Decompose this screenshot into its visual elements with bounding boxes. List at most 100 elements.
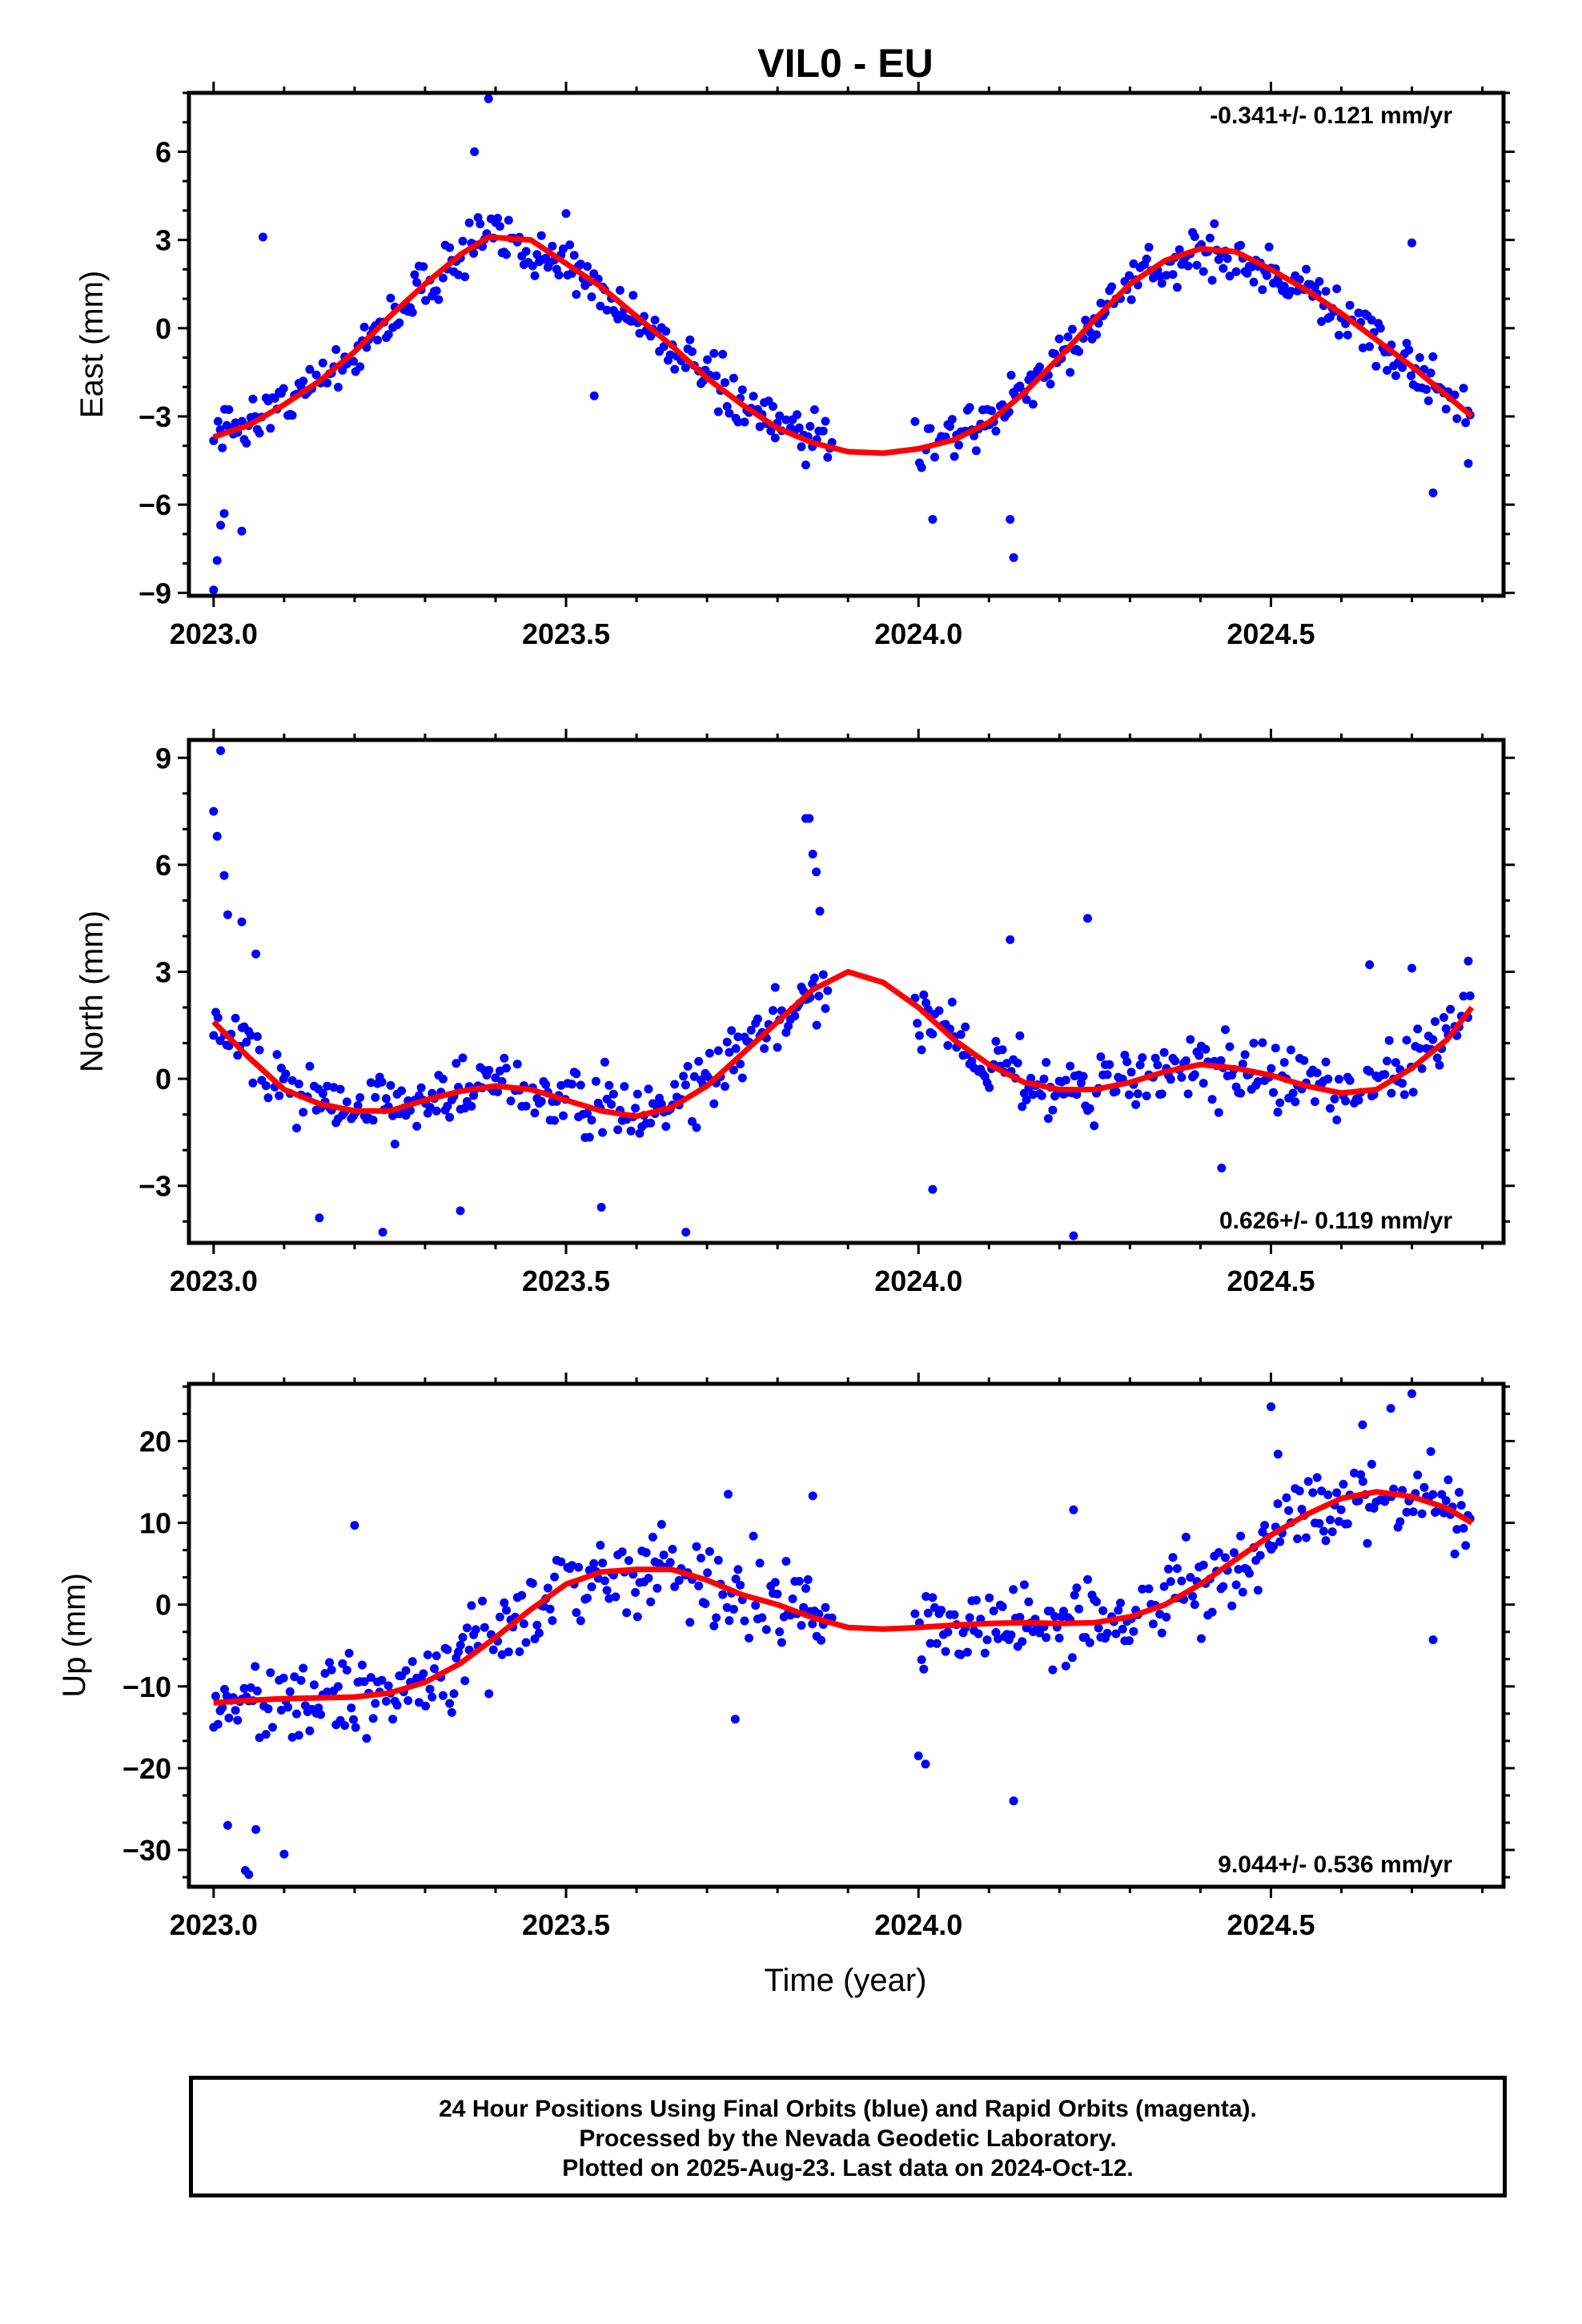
data-point [725, 1047, 734, 1057]
y-tick-label: 6 [155, 135, 171, 168]
data-point [773, 1043, 782, 1052]
data-point [484, 1689, 494, 1699]
data-point [275, 1091, 284, 1100]
data-point [794, 1577, 804, 1586]
data-point [1199, 1079, 1208, 1088]
data-point [731, 1043, 741, 1053]
data-point [1199, 267, 1208, 276]
data-point [982, 1635, 992, 1645]
data-point [371, 1699, 380, 1708]
data-point [769, 1006, 777, 1015]
data-point [1083, 914, 1092, 923]
data-point [917, 1655, 926, 1664]
data-point [709, 1621, 719, 1630]
data-point [646, 1597, 656, 1606]
data-point [1317, 1486, 1327, 1496]
data-point [209, 585, 219, 595]
data-point [1192, 260, 1202, 270]
data-point [1111, 1087, 1121, 1096]
data-point [1129, 1626, 1138, 1636]
data-point [617, 1547, 627, 1557]
data-point [1124, 271, 1134, 280]
data-point [1350, 1468, 1359, 1478]
data-point [656, 1520, 666, 1529]
data-point [432, 286, 441, 296]
data-point [1006, 515, 1015, 524]
data-point [709, 1099, 719, 1108]
data-point [1122, 1057, 1132, 1067]
data-point [604, 1080, 614, 1090]
data-point [1435, 1060, 1444, 1070]
data-point [697, 1554, 705, 1563]
data-point [745, 1634, 753, 1642]
data-point [1439, 1013, 1448, 1022]
data-point [1124, 1636, 1134, 1646]
data-point [1231, 267, 1241, 276]
data-point [314, 1703, 323, 1713]
data-points [209, 1389, 1475, 1880]
data-point [287, 411, 297, 420]
data-point [404, 1696, 413, 1705]
data-point [386, 293, 396, 303]
data-point [1432, 1053, 1442, 1063]
data-point [725, 408, 734, 418]
data-point [1207, 275, 1217, 285]
data-point [434, 295, 444, 304]
data-point [681, 1080, 690, 1090]
data-point [965, 1613, 974, 1622]
data-point [574, 1562, 584, 1572]
data-point [998, 1045, 1007, 1055]
data-point [797, 442, 806, 452]
data-point [233, 1051, 243, 1060]
data-point [1365, 1067, 1375, 1076]
data-point [947, 997, 957, 1007]
data-point [685, 1618, 695, 1627]
data-point [1267, 1063, 1276, 1073]
data-point [589, 1558, 599, 1568]
data-point [998, 1602, 1007, 1611]
data-point [775, 1627, 785, 1637]
y-tick-label: −3 [139, 400, 171, 433]
data-point [797, 1621, 806, 1630]
data-point [212, 556, 222, 565]
data-point [607, 1100, 616, 1109]
data-point [722, 402, 732, 411]
footer-box: 24 Hour Positions Using Final Orbits (bl… [189, 2076, 1507, 2197]
data-point [224, 1041, 234, 1051]
data-point [974, 1629, 983, 1638]
data-point [1343, 1519, 1352, 1529]
data-point [401, 1666, 411, 1675]
data-point [1321, 1057, 1331, 1067]
data-point [460, 1676, 470, 1686]
x-tick-label: 2023.5 [522, 1908, 610, 1941]
data-point [1439, 1508, 1448, 1518]
data-point [755, 1558, 765, 1568]
data-point [1138, 1053, 1147, 1063]
data-point [928, 1593, 938, 1602]
velocity-label: -0.341+/- 0.121 mm/yr [1210, 103, 1452, 129]
data-point [805, 421, 815, 431]
data-point [532, 1620, 542, 1630]
data-point [733, 417, 743, 427]
data-point [550, 1116, 560, 1125]
data-point [464, 218, 474, 227]
data-point [919, 1664, 929, 1674]
data-point [670, 364, 680, 374]
data-point [1459, 991, 1468, 1001]
data-point [484, 94, 493, 103]
data-point [705, 1546, 714, 1556]
y-tick-label: −20 [122, 1752, 171, 1785]
data-point [565, 240, 575, 250]
data-point [1096, 1052, 1106, 1062]
y-tick-label: 3 [155, 224, 171, 257]
data-point [773, 1590, 782, 1598]
data-point [631, 1588, 640, 1597]
data-point [1299, 1055, 1309, 1065]
data-point [266, 1668, 275, 1678]
data-point [650, 316, 660, 325]
data-point [1452, 414, 1462, 424]
footer-line-1: 24 Hour Positions Using Final Orbits (bl… [439, 2096, 1257, 2122]
data-point [1327, 1527, 1337, 1537]
data-point [926, 1638, 935, 1648]
data-point [1102, 1628, 1112, 1638]
